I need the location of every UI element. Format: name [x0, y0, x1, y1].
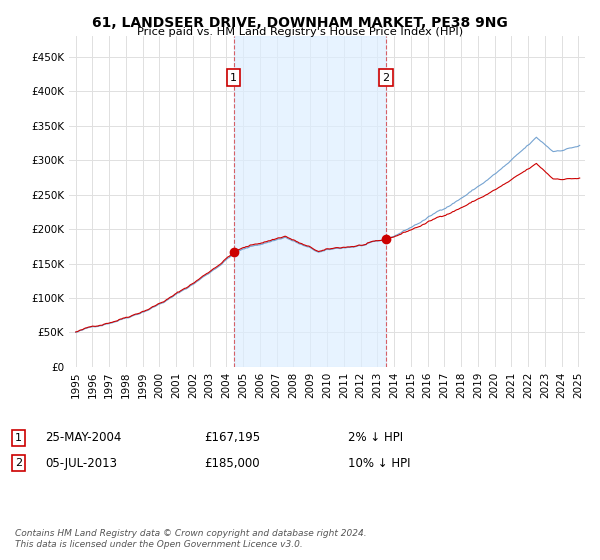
Text: 2% ↓ HPI: 2% ↓ HPI	[348, 431, 403, 445]
Text: 10% ↓ HPI: 10% ↓ HPI	[348, 456, 410, 470]
Text: 61, LANDSEER DRIVE, DOWNHAM MARKET, PE38 9NG: 61, LANDSEER DRIVE, DOWNHAM MARKET, PE38…	[92, 16, 508, 30]
Text: 2: 2	[382, 73, 389, 83]
Text: 1: 1	[15, 433, 22, 443]
Bar	[233, 36, 386, 367]
Text: 2: 2	[15, 458, 22, 468]
Text: Price paid vs. HM Land Registry's House Price Index (HPI): Price paid vs. HM Land Registry's House …	[137, 27, 463, 37]
Text: 1: 1	[230, 73, 237, 83]
Text: 25-MAY-2004: 25-MAY-2004	[45, 431, 121, 445]
Text: £185,000: £185,000	[204, 456, 260, 470]
Text: £167,195: £167,195	[204, 431, 260, 445]
Text: 05-JUL-2013: 05-JUL-2013	[45, 456, 117, 470]
Text: Contains HM Land Registry data © Crown copyright and database right 2024.
This d: Contains HM Land Registry data © Crown c…	[15, 529, 367, 549]
